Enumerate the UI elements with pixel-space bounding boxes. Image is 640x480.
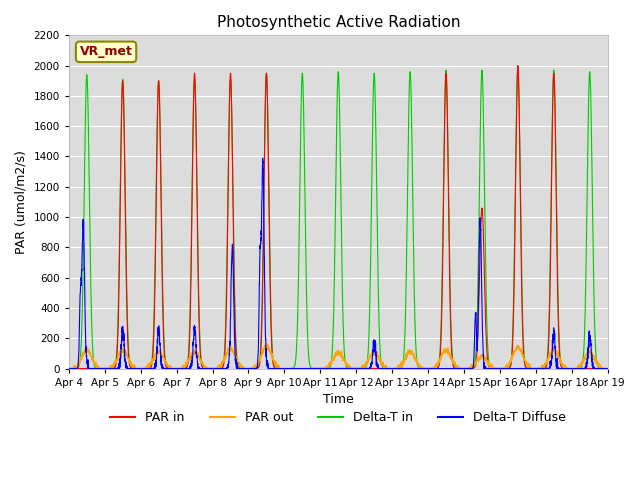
- Title: Photosynthetic Active Radiation: Photosynthetic Active Radiation: [216, 15, 460, 30]
- Y-axis label: PAR (umol/m2/s): PAR (umol/m2/s): [15, 150, 28, 254]
- Legend: PAR in, PAR out, Delta-T in, Delta-T Diffuse: PAR in, PAR out, Delta-T in, Delta-T Dif…: [106, 406, 571, 429]
- X-axis label: Time: Time: [323, 393, 354, 406]
- Text: VR_met: VR_met: [79, 45, 132, 59]
